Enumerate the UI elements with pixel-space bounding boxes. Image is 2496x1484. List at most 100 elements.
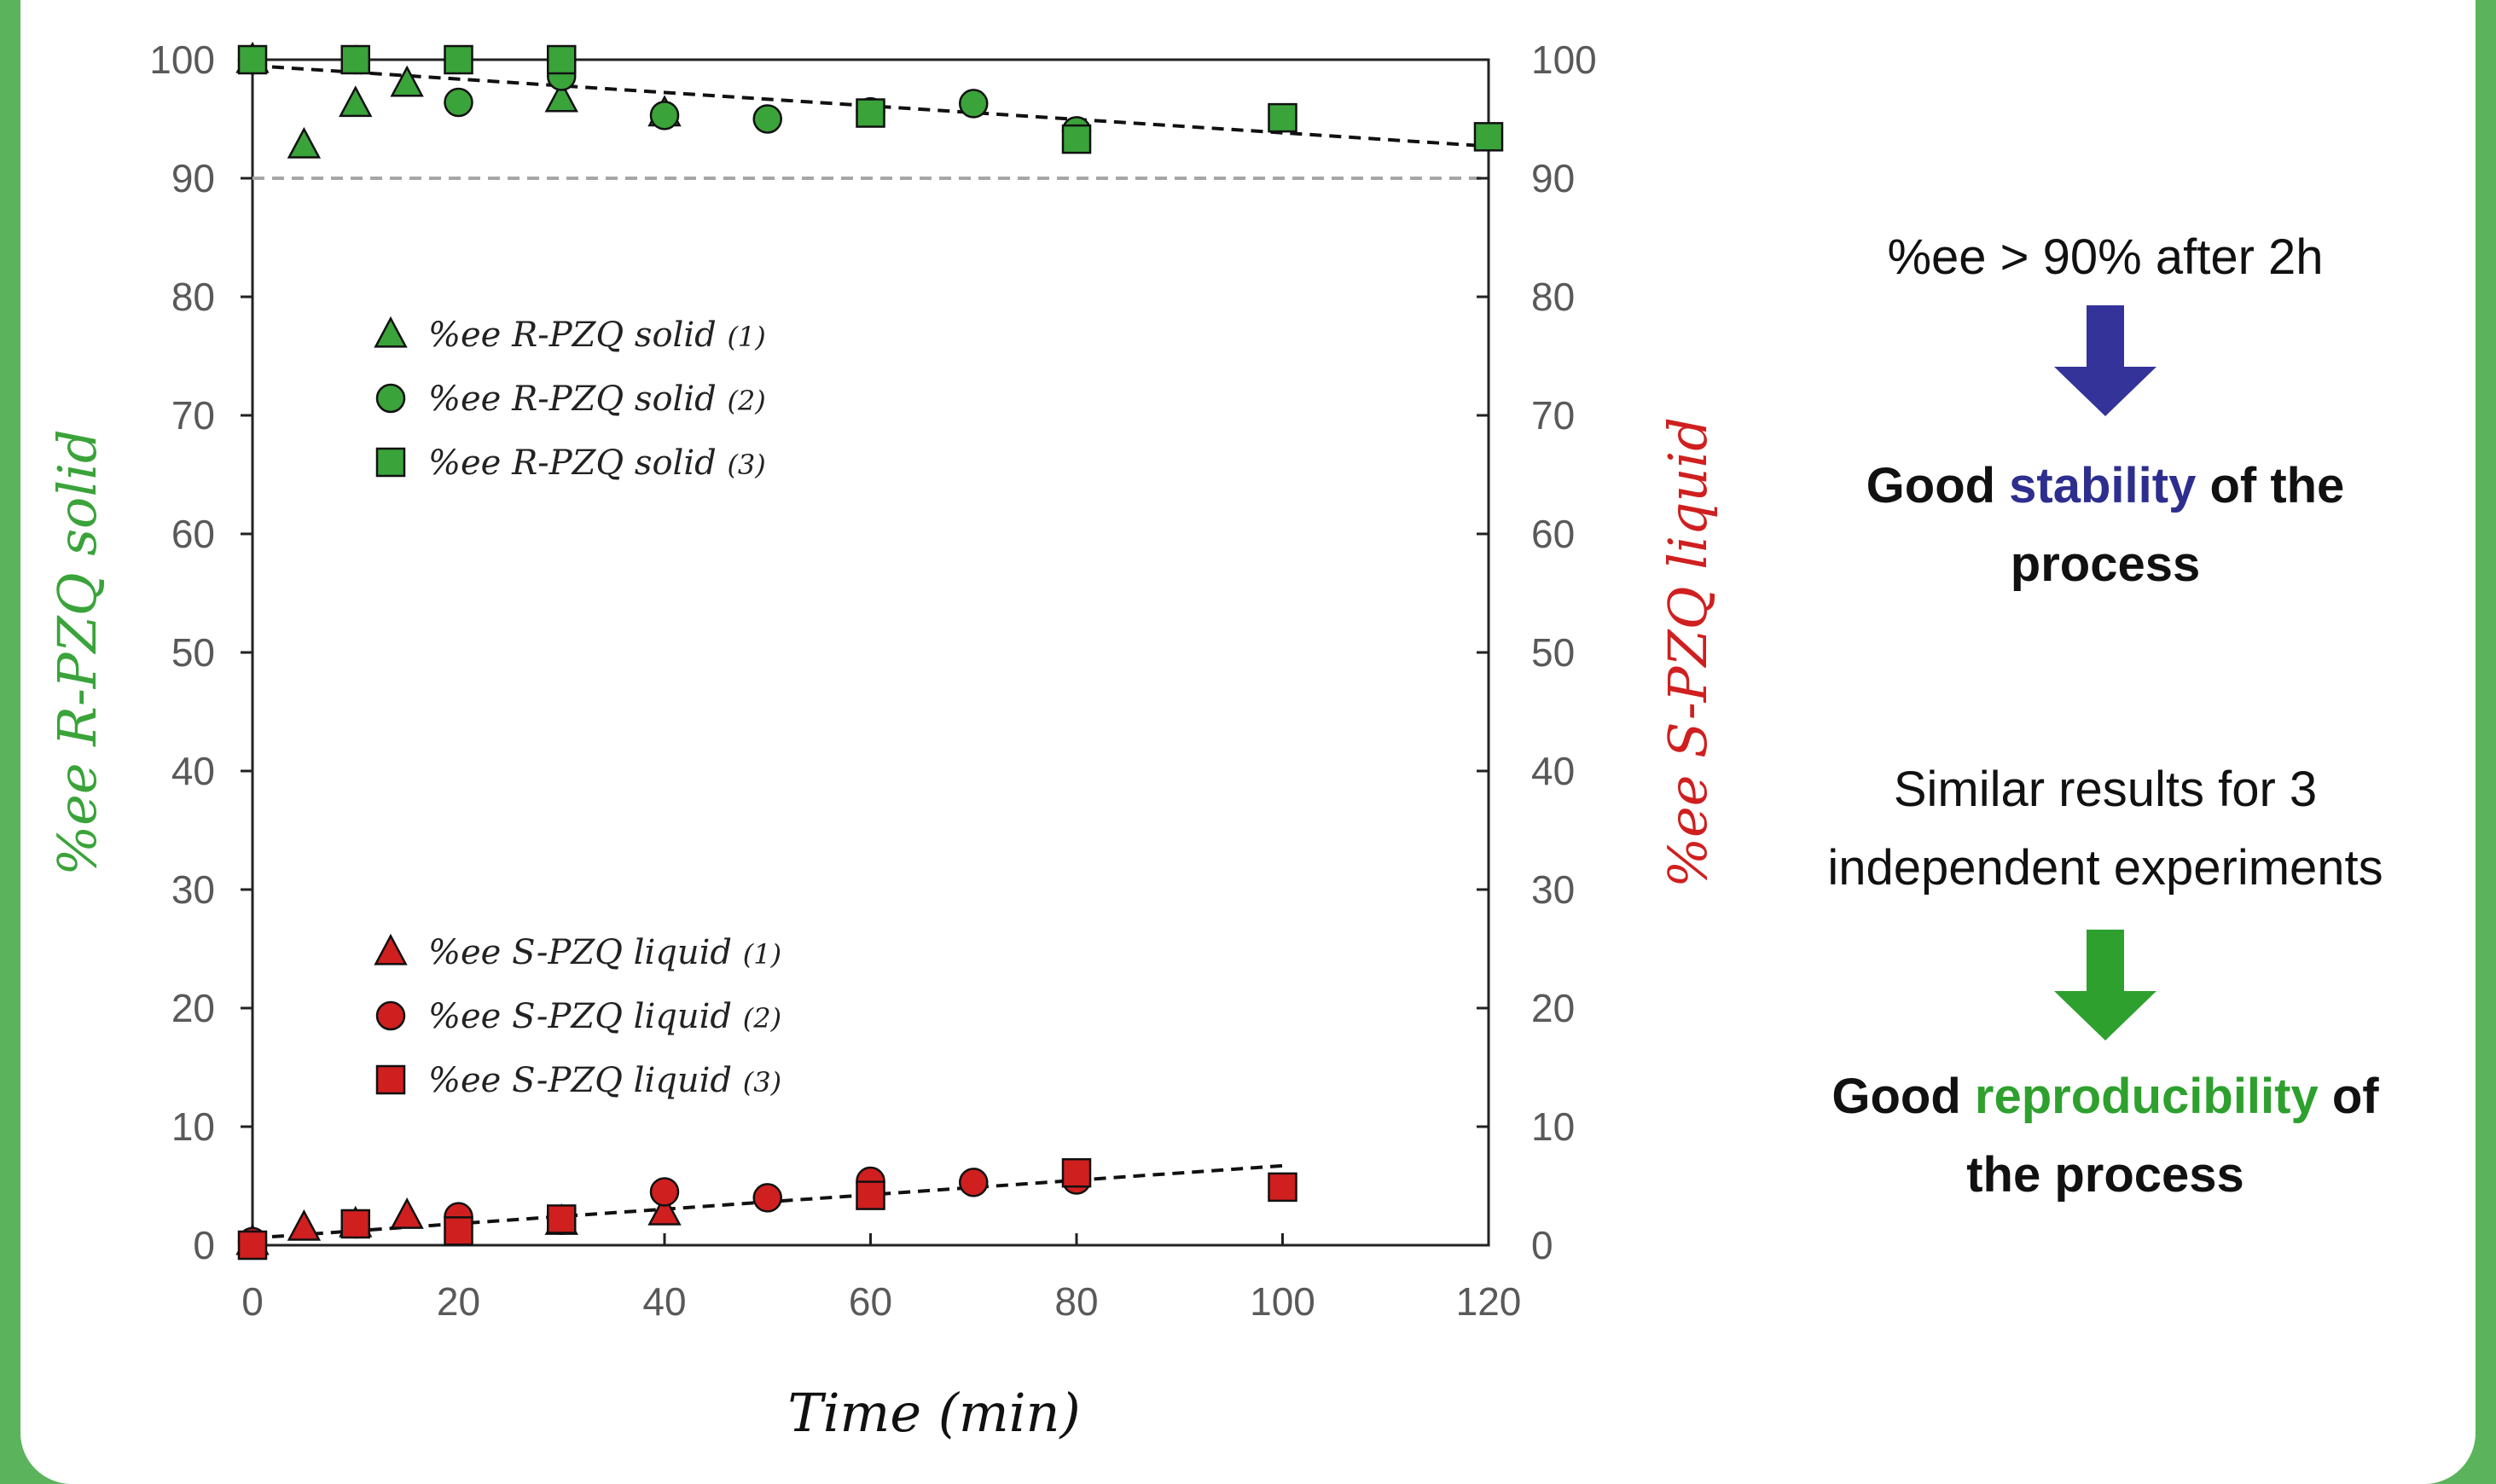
- legend-label-3: %ee R-PZQ solid (3): [428, 443, 766, 483]
- y-axis-title-right: %ee S-PZQ liquid: [1657, 417, 1719, 888]
- legend-suffix: (2): [743, 1002, 781, 1035]
- legend-suffix: (3): [727, 449, 765, 481]
- legend-suffix: (3): [743, 1066, 781, 1099]
- data-point-series-5: [649, 1177, 680, 1207]
- repro-word: reproducibility: [1974, 1069, 2319, 1124]
- legend-marker-2: [375, 383, 406, 414]
- y-tick-label-right: 80: [1531, 275, 1575, 319]
- data-point-series-6: [340, 1209, 370, 1239]
- data-point-series-3: [1473, 122, 1504, 152]
- legend-suffix: (2): [727, 385, 765, 417]
- y-axis-title-left: %ee R-PZQ solid: [46, 429, 108, 875]
- stability-line2: process: [2010, 536, 2201, 592]
- stability-prefix: Good: [1866, 458, 2010, 513]
- x-tick-label: 20: [437, 1279, 480, 1324]
- legend-name: %ee R-PZQ solid: [428, 380, 727, 419]
- x-tick-label: 120: [1456, 1279, 1522, 1324]
- legend-suffix: (1): [743, 938, 781, 971]
- data-point-series-6: [547, 1204, 577, 1234]
- data-point-series-2: [752, 104, 782, 134]
- data-point-series-3: [1061, 124, 1092, 154]
- legend-label-4: %ee S-PZQ liquid (1): [428, 933, 781, 972]
- data-point-series-1: [339, 85, 373, 118]
- legend-label-2: %ee R-PZQ solid (2): [428, 380, 766, 419]
- y-tick-label-right: 70: [1531, 393, 1575, 438]
- arrow-down-green-icon: [2054, 930, 2156, 1041]
- x-tick-label: 40: [642, 1279, 686, 1324]
- legend-suffix: (1): [727, 321, 765, 353]
- repro-line2: the process: [1966, 1147, 2244, 1203]
- x-tick-label: 100: [1250, 1279, 1315, 1324]
- data-point-series-3: [547, 44, 577, 75]
- y-tick-label-left: 0: [193, 1223, 215, 1267]
- legend-name: %ee S-PZQ liquid: [428, 933, 743, 972]
- y-tick-label-right: 60: [1531, 512, 1575, 556]
- legend-name: %ee R-PZQ solid: [428, 316, 727, 355]
- data-point-series-4: [287, 1209, 322, 1241]
- y-tick-label-right: 90: [1531, 156, 1575, 200]
- data-point-series-6: [1061, 1157, 1092, 1188]
- y-tick-label-right: 100: [1531, 38, 1597, 82]
- legend-name: %ee S-PZQ liquid: [428, 1061, 743, 1100]
- reproducibility-conclusion: Good reproducibility of the process: [1721, 1058, 2489, 1214]
- y-tick-label-right: 10: [1531, 1104, 1575, 1149]
- arrow-down-blue-icon: [2054, 305, 2156, 416]
- y-tick-label-left: 30: [171, 867, 215, 912]
- data-point-series-2: [649, 101, 680, 130]
- y-tick-label-left: 100: [149, 38, 215, 82]
- data-point-series-4: [647, 1193, 682, 1226]
- legend-marker-3: [375, 447, 406, 478]
- data-point-series-6: [856, 1180, 885, 1210]
- data-point-series-1: [287, 126, 322, 159]
- y-tick-label-left: 20: [171, 986, 215, 1030]
- data-point-series-3: [1268, 102, 1297, 133]
- y-tick-label-left: 50: [171, 630, 215, 675]
- legend-label-1: %ee R-PZQ solid (1): [428, 316, 766, 355]
- y-tick-label-right: 30: [1531, 867, 1575, 912]
- similar-line2: independent experiments: [1827, 840, 2383, 896]
- data-point-series-2: [959, 89, 989, 119]
- legend-name: %ee S-PZQ liquid: [428, 997, 743, 1036]
- data-point-series-5: [959, 1168, 989, 1197]
- y-tick-label-right: 0: [1531, 1223, 1553, 1267]
- legend-name: %ee R-PZQ solid: [428, 443, 727, 483]
- x-tick-label: 80: [1054, 1279, 1098, 1324]
- y-tick-label-right: 50: [1531, 630, 1575, 675]
- similar-results-text: Similar results for 3 independent experi…: [1721, 751, 2489, 907]
- condition-text: %ee > 90% after 2h: [1887, 229, 2324, 285]
- y-tick-label-left: 90: [171, 156, 215, 200]
- y-tick-label-left: 80: [171, 275, 215, 319]
- data-point-series-4: [390, 1197, 424, 1229]
- stability-suffix: of the: [2196, 458, 2345, 513]
- y-tick-label-right: 20: [1531, 986, 1575, 1030]
- y-tick-label-left: 60: [171, 512, 215, 556]
- data-point-series-2: [444, 87, 473, 118]
- legend-label-6: %ee S-PZQ liquid (3): [428, 1061, 781, 1100]
- data-point-series-3: [340, 44, 370, 75]
- legend-marker-5: [375, 1000, 406, 1031]
- repro-prefix: Good: [1831, 1069, 1975, 1124]
- legend-marker-6: [375, 1064, 406, 1095]
- figure-panel: [20, 0, 2476, 1484]
- x-tick-label: 0: [241, 1279, 264, 1324]
- x-axis-title: Time (min): [787, 1382, 1080, 1444]
- stability-conclusion: Good stability of the process: [1721, 447, 2489, 604]
- legend-marker-4: [374, 933, 408, 965]
- stability-word: stability: [2009, 458, 2197, 513]
- similar-line1: Similar results for 3: [1893, 762, 2318, 817]
- data-point-series-3: [856, 98, 885, 128]
- data-point-series-6: [237, 1230, 268, 1261]
- data-point-series-5: [752, 1183, 782, 1213]
- x-tick-label: 60: [849, 1279, 892, 1324]
- data-point-series-1: [390, 65, 424, 97]
- y-tick-label-left: 70: [171, 393, 215, 438]
- legend-marker-1: [374, 316, 408, 348]
- data-point-series-6: [1268, 1172, 1297, 1203]
- data-point-series-1: [544, 80, 578, 113]
- repro-suffix: of: [2318, 1069, 2379, 1124]
- y-tick-label-left: 10: [171, 1104, 215, 1149]
- data-point-series-3: [444, 44, 473, 75]
- legend-label-5: %ee S-PZQ liquid (2): [428, 997, 781, 1036]
- y-tick-label-right: 40: [1531, 749, 1575, 793]
